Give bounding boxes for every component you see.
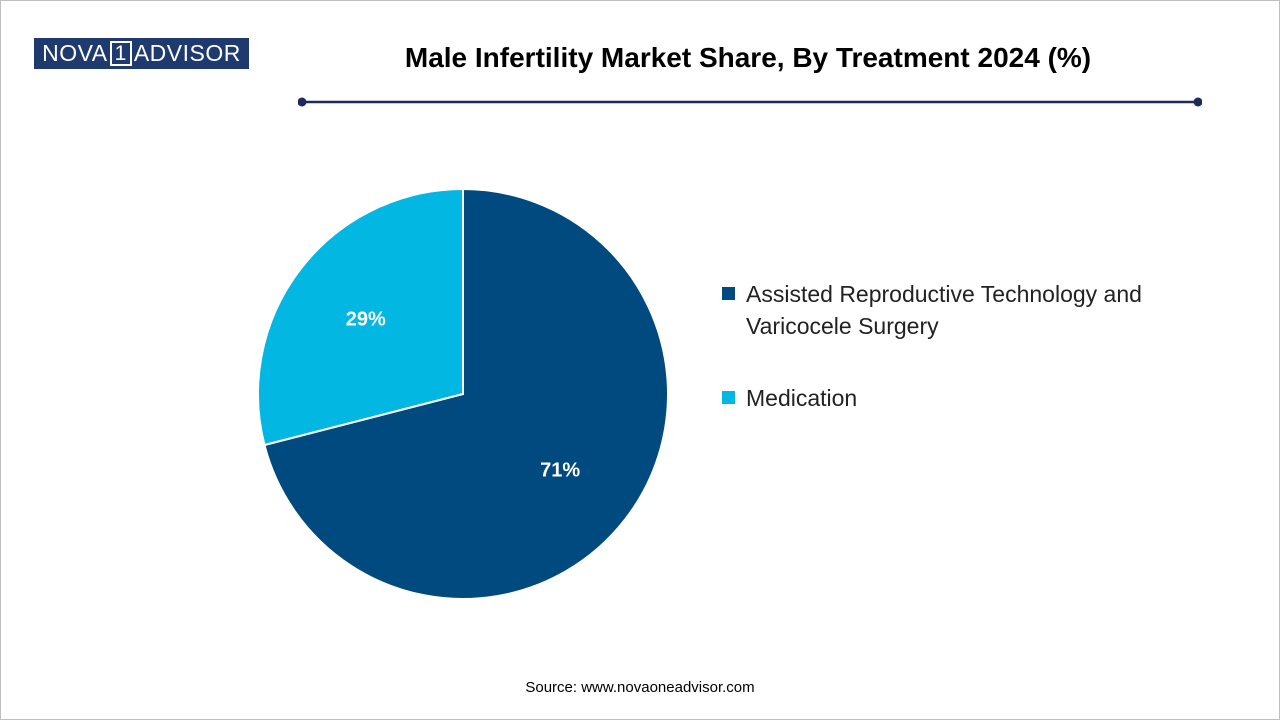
- legend-swatch: [722, 287, 735, 300]
- logo-text-advisor: ADVISOR: [133, 40, 241, 66]
- logo-text-nova: NOVA: [42, 40, 108, 66]
- pie-slice-medication: [257, 187, 464, 447]
- chart-title: Male Infertility Market Share, By Treatm…: [404, 42, 1092, 73]
- brand-logo: NOVA 1 ADVISOR: [34, 38, 249, 69]
- source-note: Source: www.novaoneadvisor.com: [525, 679, 755, 696]
- pie-slice-assisted-reproductive-technology-and-varicocele-surgery: [263, 187, 669, 600]
- legend-item-medication: Medication: [722, 382, 1202, 414]
- legend-label: Assisted Reproductive Technology and Var…: [746, 281, 1142, 339]
- data-label-medication: 29%: [346, 309, 386, 331]
- logo-text-one: 1: [109, 41, 132, 66]
- title-underline: [298, 97, 1202, 107]
- legend: Assisted Reproductive Technology and Var…: [722, 278, 1202, 454]
- legend-swatch: [722, 391, 735, 404]
- data-label-assisted-reproductive-technology-and-varicocele-surgery: 71%: [540, 459, 580, 481]
- legend-label: Medication: [746, 385, 858, 411]
- legend-item-assisted-reproductive-technology-and-varicocele-surgery: Assisted Reproductive Technology and Var…: [722, 278, 1202, 342]
